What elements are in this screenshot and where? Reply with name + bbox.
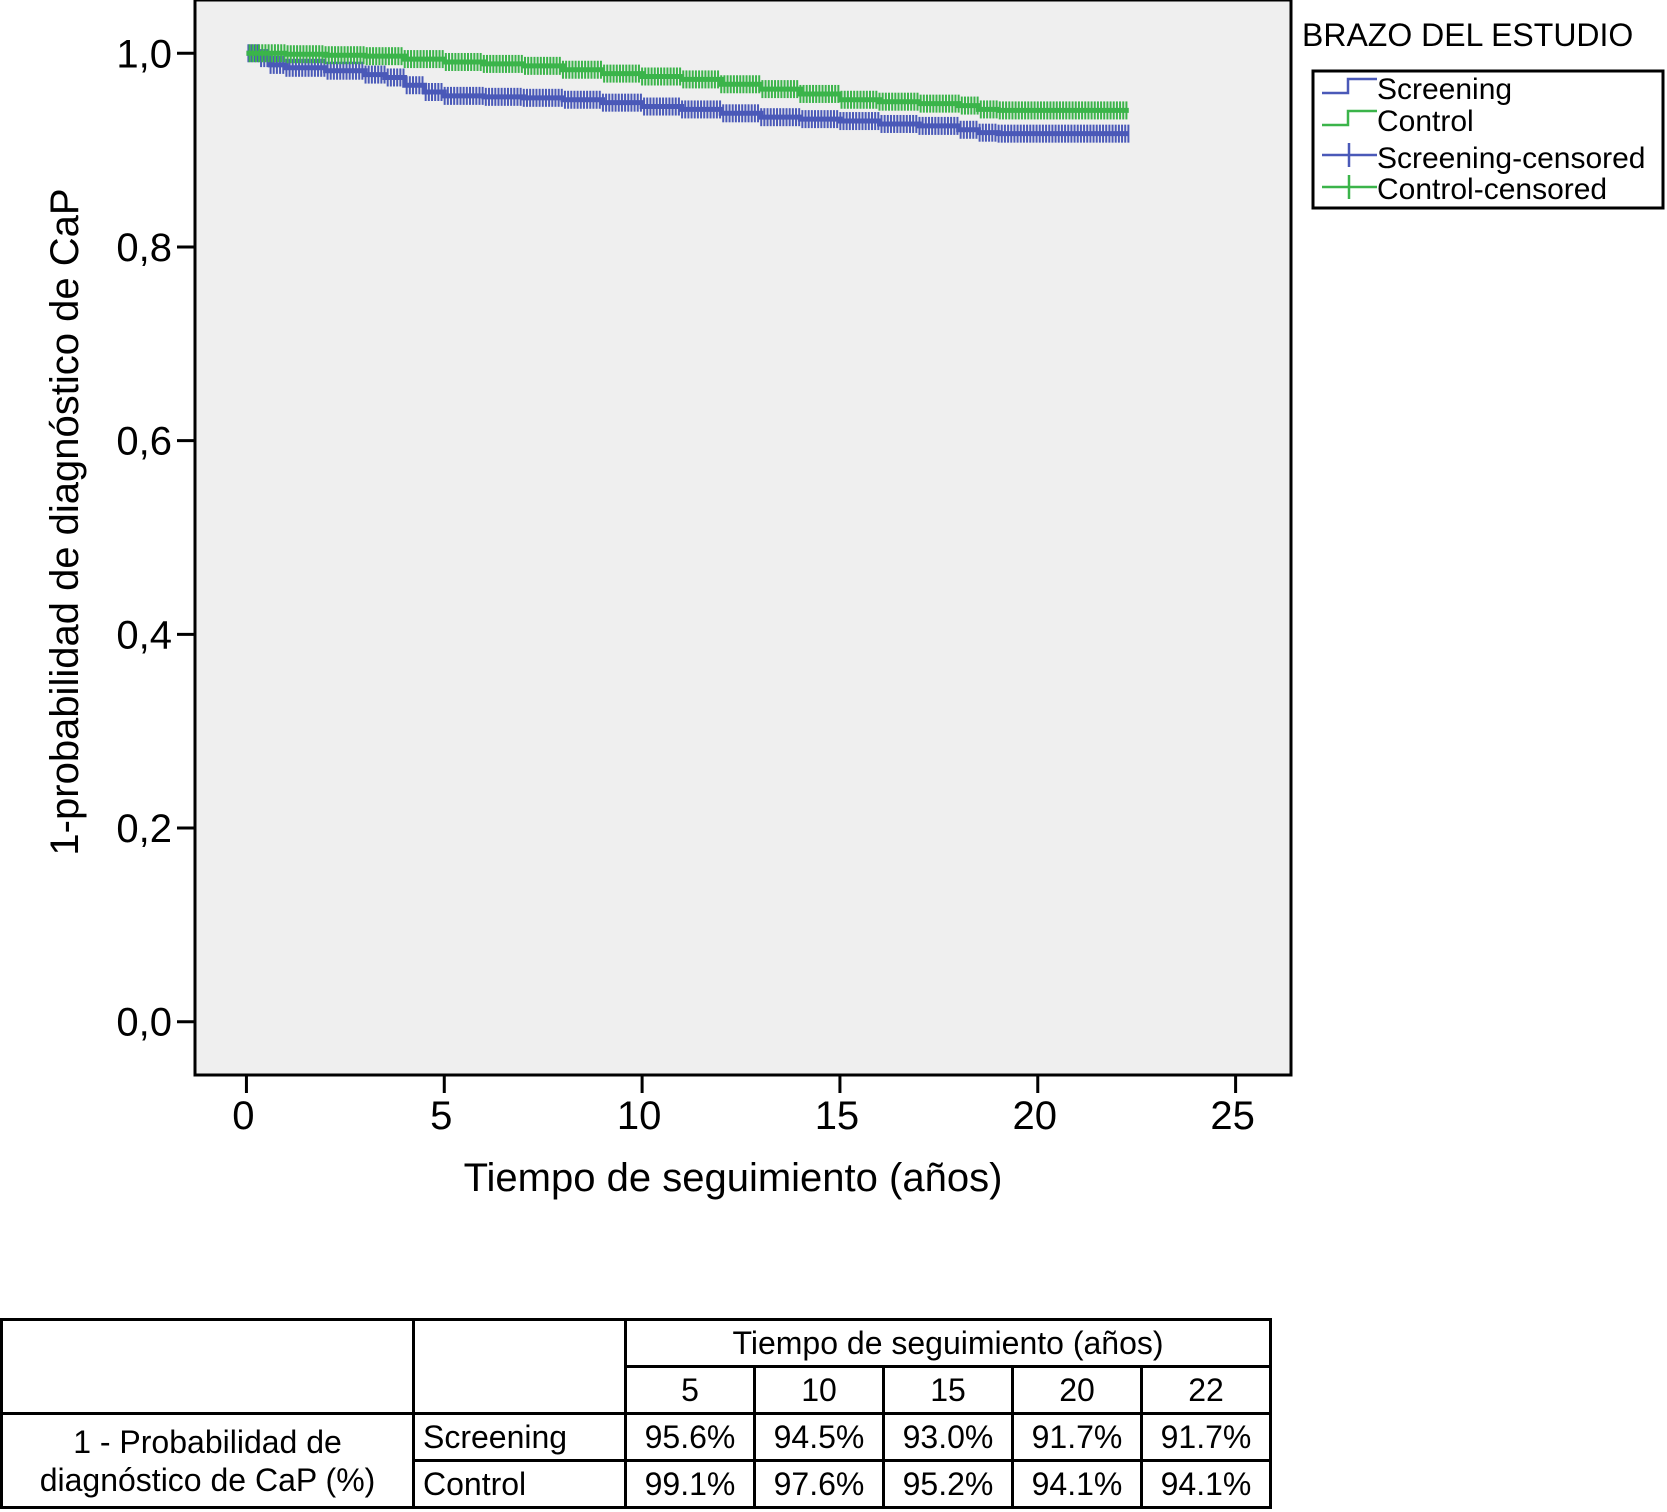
legend-label-screening: Screening	[1377, 73, 1512, 106]
y-tick-label: 0,0	[116, 1001, 172, 1045]
legend-title: BRAZO DEL ESTUDIO	[1302, 17, 1633, 53]
legend-label-control: Control	[1377, 105, 1474, 138]
x-tick-label: 10	[617, 1094, 662, 1138]
legend: Screening Control Screening-censored Con…	[1311, 69, 1665, 210]
x-axis-title: Tiempo de seguimiento (años)	[464, 1156, 1003, 1200]
y-tick-label: 0,4	[116, 613, 172, 657]
table-cell: 91.7%	[1140, 1412, 1272, 1462]
table-cell: 95.6%	[624, 1412, 756, 1462]
legend-swatch-screening	[1322, 77, 1377, 95]
x-tick-label: 0	[232, 1094, 254, 1138]
table-year-cell: 5	[624, 1365, 756, 1415]
legend-label-control-censored: Control-censored	[1377, 173, 1607, 206]
y-tick-label: 0,2	[116, 807, 172, 851]
table-year-cell: 20	[1011, 1365, 1143, 1415]
y-tick-label: 0,6	[116, 420, 172, 464]
legend-box	[1311, 69, 1665, 210]
table-header-row: Tiempo de seguimiento (años)	[0, 1318, 1272, 1415]
series-layer	[246, 44, 1130, 143]
table-cell: 94.1%	[1140, 1459, 1272, 1509]
table-row-label: 1 - Probabilidad de diagnóstico de CaP (…	[0, 1412, 415, 1509]
table-cell: 93.0%	[882, 1412, 1014, 1462]
x-axis: 0 5 10 15 20 25	[232, 1075, 1255, 1138]
table-group-header-cell	[412, 1318, 627, 1415]
table-cell: 97.6%	[753, 1459, 885, 1509]
survival-summary-table: Tiempo de seguimiento (años) 5 10 15 20 …	[0, 1318, 1272, 1509]
table-cell: 99.1%	[624, 1459, 756, 1509]
legend-swatch-control-censored	[1322, 175, 1377, 199]
table-cell: 91.7%	[1011, 1412, 1143, 1462]
table-cell: 94.1%	[1011, 1459, 1143, 1509]
legend-label-screening-censored: Screening-censored	[1377, 142, 1646, 175]
y-tick-label: 0,8	[116, 226, 172, 270]
x-tick-label: 20	[1013, 1094, 1058, 1138]
table-years-row: 5 10 15 20 22	[2, 1365, 1272, 1415]
table-group-control: Control	[412, 1459, 627, 1509]
survival-chart: 0,0 0,2 0,4 0,6 0,8 1,0 0 5 10 15 20 25 1-probabil…	[43, 0, 1665, 1200]
y-axis: 0,0 0,2 0,4 0,6 0,8 1,0	[116, 32, 195, 1045]
table-year-cell: 10	[753, 1365, 885, 1415]
table-year-cell: 15	[882, 1365, 1014, 1415]
y-axis-title: 1-probabilidad de diagnóstico de CaP	[43, 188, 87, 855]
table-row: Control 99.1% 97.6% 95.2% 94.1% 94.1%	[2, 1459, 1272, 1509]
table-span-header: Tiempo de seguimiento (años)	[624, 1318, 1272, 1368]
legend-swatch-control	[1322, 109, 1377, 127]
table-row-label-line1: 1 - Probabilidad de	[73, 1423, 342, 1460]
table-row-label-line2: diagnóstico de CaP (%)	[39, 1461, 376, 1498]
x-tick-label: 5	[430, 1094, 452, 1138]
y-tick-label: 1,0	[116, 32, 172, 76]
table-group-screening: Screening	[412, 1412, 627, 1462]
table-year-cell: 22	[1140, 1365, 1272, 1415]
x-tick-label: 15	[815, 1094, 860, 1138]
table-corner-cell	[0, 1318, 415, 1415]
table-cell: 95.2%	[882, 1459, 1014, 1509]
legend-swatch-screening-censored	[1322, 143, 1377, 167]
table-row: 1 - Probabilidad de diagnóstico de CaP (…	[0, 1412, 1272, 1509]
table-cell: 94.5%	[753, 1412, 885, 1462]
x-tick-label: 25	[1210, 1094, 1255, 1138]
plot-area	[193, 0, 1293, 1077]
